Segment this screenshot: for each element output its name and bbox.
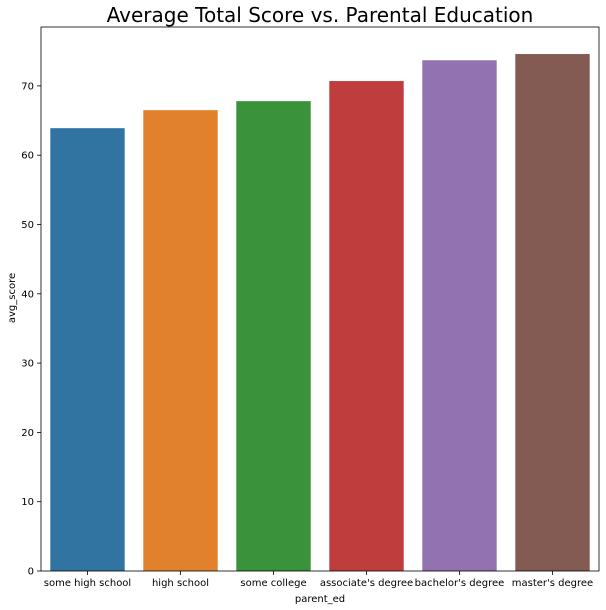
y-tick-label: 20 xyxy=(21,428,34,439)
chart-title: Average Total Score vs. Parental Educati… xyxy=(107,3,534,27)
bar xyxy=(50,128,125,571)
y-axis-label: avg_score xyxy=(7,273,18,323)
x-tick-label: some college xyxy=(240,578,306,589)
y-tick-label: 40 xyxy=(21,289,34,300)
bar xyxy=(329,81,404,572)
bar xyxy=(515,54,590,571)
x-tick-label: associate's degree xyxy=(320,578,413,589)
y-tick-label: 60 xyxy=(21,151,34,162)
axes-frame xyxy=(40,26,600,572)
y-tick-label: 50 xyxy=(21,220,34,231)
bar xyxy=(143,110,218,571)
y-tick-label: 30 xyxy=(21,359,34,370)
x-tick-label: master's degree xyxy=(512,578,593,589)
x-tick-label: high school xyxy=(152,578,209,589)
x-tick-label: some high school xyxy=(44,578,131,589)
x-tick-label: bachelor's degree xyxy=(415,578,505,589)
y-tick-label: 10 xyxy=(21,497,34,508)
x-axis-label: parent_ed xyxy=(295,594,345,605)
y-tick-label: 0 xyxy=(28,567,34,578)
y-tick-label: 70 xyxy=(21,81,34,92)
bar xyxy=(236,101,311,572)
bar xyxy=(422,60,497,571)
plot-area: some high school high school some college a… xyxy=(21,26,600,589)
